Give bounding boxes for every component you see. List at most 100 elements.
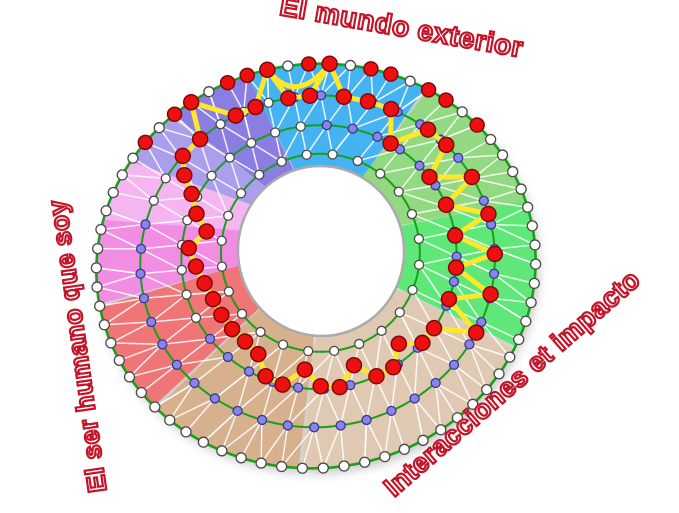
mid-inner-ring-node[interactable]: [222, 351, 234, 363]
outer-ring-node[interactable]: [507, 165, 519, 178]
red-node[interactable]: [382, 100, 400, 118]
outer-ring-node[interactable]: [344, 59, 357, 72]
inner-ring-node[interactable]: [375, 168, 386, 179]
outer-ring-node[interactable]: [90, 262, 103, 274]
inner-ring-node[interactable]: [236, 308, 248, 319]
red-node[interactable]: [469, 117, 485, 133]
outer-ring-node[interactable]: [91, 281, 103, 293]
red-node[interactable]: [335, 88, 353, 106]
outer-ring-node[interactable]: [127, 152, 139, 164]
red-node[interactable]: [227, 107, 244, 124]
outer-ring-node[interactable]: [164, 414, 176, 426]
red-node[interactable]: [368, 367, 385, 385]
outer-ring-node[interactable]: [529, 239, 541, 251]
mid-outer-ring-node[interactable]: [209, 393, 221, 404]
red-node[interactable]: [359, 93, 377, 110]
mid-inner-ring-node[interactable]: [448, 276, 460, 287]
outer-ring-node[interactable]: [379, 450, 391, 463]
mid-inner-ring-node[interactable]: [224, 152, 235, 163]
mid-outer-ring-node[interactable]: [140, 219, 151, 230]
mid-outer-ring-node[interactable]: [430, 377, 441, 389]
inner-ring-node[interactable]: [393, 186, 404, 197]
red-node[interactable]: [137, 134, 154, 151]
outer-ring-node[interactable]: [526, 220, 538, 232]
outer-ring-node[interactable]: [92, 242, 104, 255]
outer-ring-node[interactable]: [135, 386, 148, 399]
red-node[interactable]: [419, 121, 437, 138]
mid-inner-ring-node[interactable]: [190, 312, 202, 323]
mid-outer-ring-node[interactable]: [464, 339, 475, 350]
mid-inner-ring-node[interactable]: [206, 170, 217, 181]
red-node[interactable]: [247, 98, 264, 116]
outer-ring-node[interactable]: [404, 75, 416, 87]
red-node[interactable]: [446, 227, 464, 244]
red-node[interactable]: [363, 61, 379, 77]
outer-ring-node[interactable]: [123, 371, 136, 383]
outer-ring-node[interactable]: [95, 223, 107, 236]
mid-outer-ring-node[interactable]: [135, 243, 147, 255]
outer-ring-node[interactable]: [359, 456, 371, 468]
red-node[interactable]: [382, 135, 399, 152]
red-node[interactable]: [420, 82, 437, 98]
mid-inner-ring-node[interactable]: [295, 121, 306, 132]
mid-inner-ring-node[interactable]: [372, 131, 383, 142]
outer-ring-node[interactable]: [235, 452, 247, 464]
mid-outer-ring-node[interactable]: [309, 422, 320, 433]
red-node[interactable]: [174, 147, 192, 165]
inner-ring-node[interactable]: [216, 261, 228, 272]
outer-ring-node[interactable]: [513, 333, 525, 346]
outer-ring-node[interactable]: [116, 169, 128, 181]
mid-outer-ring-node[interactable]: [138, 293, 150, 304]
outer-ring-node[interactable]: [107, 186, 119, 199]
red-node[interactable]: [187, 258, 205, 275]
outer-ring-node[interactable]: [180, 426, 192, 438]
inner-ring-node[interactable]: [413, 259, 425, 270]
red-node[interactable]: [196, 275, 213, 292]
red-node[interactable]: [176, 166, 193, 184]
mid-inner-ring-node[interactable]: [293, 382, 304, 393]
red-node[interactable]: [198, 223, 215, 240]
red-node[interactable]: [180, 239, 198, 257]
outer-ring-node[interactable]: [296, 462, 309, 474]
mid-outer-ring-node[interactable]: [256, 414, 268, 426]
inner-ring-node[interactable]: [329, 345, 340, 357]
red-node[interactable]: [482, 286, 499, 303]
red-node[interactable]: [425, 319, 443, 337]
red-node[interactable]: [321, 55, 338, 73]
inner-ring-node[interactable]: [303, 345, 314, 357]
inner-ring-node[interactable]: [413, 233, 425, 245]
outer-ring-node[interactable]: [255, 457, 267, 469]
red-node[interactable]: [296, 361, 314, 378]
outer-ring-node[interactable]: [435, 424, 447, 436]
outer-ring-node[interactable]: [467, 398, 479, 410]
mid-outer-ring-node[interactable]: [148, 195, 159, 206]
mid-outer-ring-node[interactable]: [282, 420, 293, 431]
outer-ring-node[interactable]: [504, 351, 516, 363]
mid-inner-ring-node[interactable]: [181, 289, 192, 300]
outer-ring-node[interactable]: [94, 300, 106, 312]
red-node[interactable]: [204, 290, 222, 308]
mid-inner-ring-node[interactable]: [176, 264, 187, 276]
outer-ring-node[interactable]: [216, 445, 228, 457]
inner-ring-node[interactable]: [235, 188, 247, 199]
mid-inner-ring-node[interactable]: [414, 160, 425, 171]
mid-outer-ring-node[interactable]: [361, 414, 372, 426]
inner-ring-node[interactable]: [301, 149, 312, 160]
mid-inner-ring-node[interactable]: [204, 333, 216, 345]
outer-ring-node[interactable]: [338, 460, 350, 472]
outer-ring-node[interactable]: [451, 412, 464, 424]
red-node[interactable]: [345, 356, 363, 374]
red-node[interactable]: [166, 106, 183, 123]
mid-outer-ring-node[interactable]: [263, 97, 274, 108]
red-node[interactable]: [213, 306, 230, 324]
red-node[interactable]: [259, 61, 276, 79]
inner-ring-node[interactable]: [354, 338, 365, 350]
outer-ring-node[interactable]: [149, 401, 161, 413]
inner-ring-node[interactable]: [223, 286, 235, 297]
inner-ring-node[interactable]: [376, 325, 387, 336]
inner-ring-node[interactable]: [254, 169, 265, 180]
red-node[interactable]: [257, 368, 274, 385]
inner-ring-node[interactable]: [352, 155, 363, 167]
mid-inner-ring-node[interactable]: [321, 120, 332, 131]
mid-outer-ring-node[interactable]: [335, 420, 346, 431]
